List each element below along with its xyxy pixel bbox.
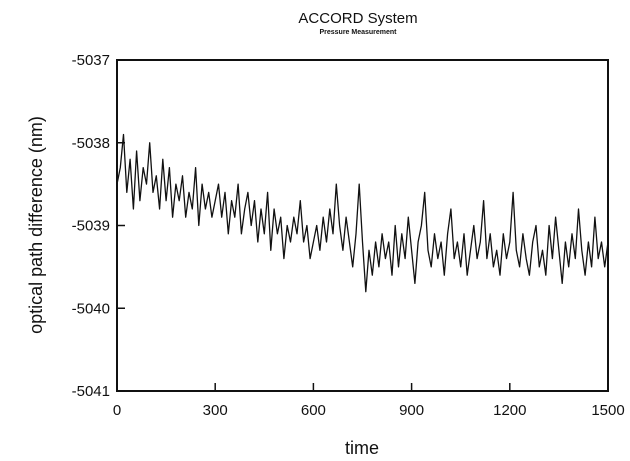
- chart-subtitle: Pressure Measurement: [319, 29, 397, 36]
- series-line: [116, 133, 609, 293]
- y-tick-label: -5038: [72, 135, 110, 152]
- x-tick-label: 1200: [493, 402, 526, 419]
- x-tick-label: 1500: [591, 402, 624, 419]
- x-axis-label: time: [345, 438, 379, 458]
- x-tick-label: 600: [301, 402, 326, 419]
- x-tick-label: 300: [203, 402, 228, 419]
- y-tick-label: -5041: [72, 383, 110, 400]
- y-axis-label: optical path difference (nm): [26, 116, 46, 334]
- chart-title: ACCORD System: [298, 10, 417, 27]
- x-axis: 0 300 600 900 1200 1500: [113, 383, 625, 419]
- plot-frame: [116, 59, 609, 392]
- y-tick-label: -5037: [72, 52, 110, 69]
- y-axis: -5041 -5040 -5039 -5038 -5037: [72, 52, 125, 400]
- x-tick-label: 900: [399, 402, 424, 419]
- y-tick-label: -5040: [72, 300, 110, 317]
- y-tick-label: -5039: [72, 218, 110, 235]
- x-tick-label: 0: [113, 402, 121, 419]
